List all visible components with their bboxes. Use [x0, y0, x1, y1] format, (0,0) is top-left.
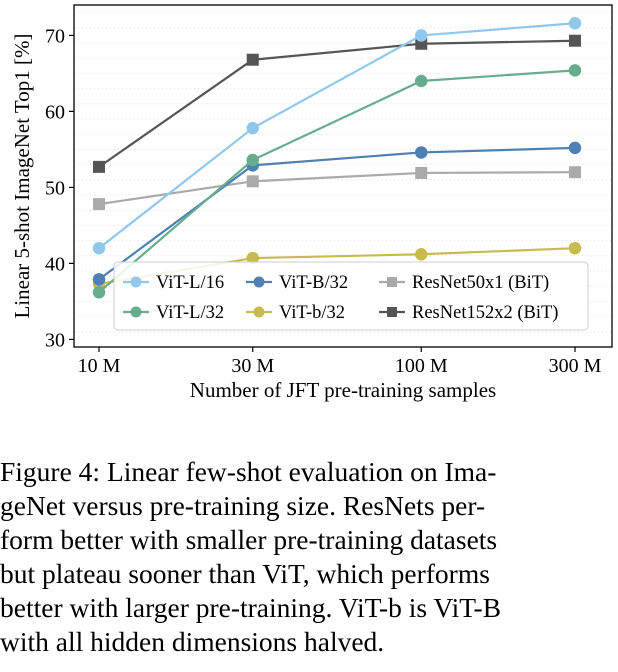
x-axis-label: Number of JFT pre-training samples	[190, 378, 496, 402]
series-layer	[92, 16, 582, 299]
plot-frame	[73, 4, 613, 348]
y-axis-label: Linear 5-shot ImageNet Top1 [%]	[10, 33, 34, 318]
data-point	[246, 251, 260, 265]
caption-line: Figure 4: Linear few-shot evaluation on …	[0, 456, 497, 487]
y-tick-label: 30	[45, 329, 65, 351]
series-line	[98, 39, 576, 168]
legend: ViT-L/16 ViT-L/32 ViT-B/32 ViT-b/32 ResNet50…	[113, 261, 589, 331]
legend-item: ViT-L/16	[123, 273, 224, 293]
data-point	[568, 64, 582, 77]
legend-square-marker	[387, 307, 397, 317]
y-tick-label: 70	[45, 25, 65, 47]
data-point	[92, 286, 106, 299]
legend-item: ResNet152x2 (BiT)	[379, 303, 558, 323]
data-point	[415, 166, 428, 179]
legend-item: ViT-B/32	[246, 273, 348, 293]
data-point	[92, 273, 106, 286]
legend-item: ViT-L/32	[123, 303, 224, 323]
data-point	[246, 175, 259, 188]
legend-circle-marker	[253, 306, 265, 318]
legend-circle-marker	[130, 276, 142, 288]
legend-label: ResNet50x1 (BiT)	[412, 273, 549, 293]
data-point	[93, 160, 105, 173]
series-line	[98, 22, 576, 250]
x-tick-label: 100 M	[395, 355, 448, 377]
data-point	[414, 146, 428, 159]
legend-item: ViT-b/32	[246, 303, 345, 323]
caption-line: better with larger pre-training. ViT-b i…	[0, 592, 502, 623]
y-tick-label: 40	[45, 253, 65, 275]
legend-item: ResNet50x1 (BiT)	[379, 273, 549, 293]
y-tick-label: 60	[45, 101, 65, 123]
series-resnet50x1-bit	[93, 166, 581, 211]
data-point	[414, 74, 428, 88]
legend-circle-marker	[130, 306, 142, 318]
data-point	[92, 241, 106, 255]
data-point	[246, 121, 260, 135]
series-line	[98, 146, 576, 281]
series-vit-l-32	[92, 64, 582, 299]
caption-line: with all hidden dimensions halved.	[0, 626, 385, 657]
legend-label: ViT-L/16	[156, 273, 224, 293]
data-point	[93, 198, 105, 211]
x-axis: 10 M 30 M 100 M 300 M	[78, 347, 602, 377]
caption-line: geNet versus pre-training size. ResNets …	[0, 490, 486, 521]
figure-caption: Figure 4: Linear few-shot evaluation on …	[0, 455, 612, 659]
data-point	[414, 29, 428, 42]
data-point	[568, 141, 582, 155]
x-tick-label: 10 M	[78, 355, 121, 377]
y-tick-label: 50	[45, 177, 65, 199]
data-point	[569, 166, 581, 179]
legend-label: ResNet152x2 (BiT)	[412, 303, 558, 323]
legend-label: ViT-L/32	[156, 303, 224, 323]
data-point	[569, 34, 581, 47]
data-point	[568, 16, 582, 30]
caption-line: form better with smaller pre-training da…	[0, 524, 498, 555]
legend-square-marker	[387, 277, 397, 287]
data-point	[414, 248, 428, 261]
x-tick-label: 300 M	[549, 355, 602, 377]
data-point	[246, 153, 260, 167]
series-line	[98, 69, 576, 294]
caption-line: but plateau sooner than ViT, which perfo…	[0, 558, 490, 589]
legend-circle-marker	[253, 276, 265, 288]
legend-box	[113, 261, 589, 331]
legend-label: ViT-B/32	[279, 273, 348, 293]
y-axis: 30 40 50 60 70	[45, 25, 74, 351]
series-line	[98, 171, 576, 206]
data-point	[568, 241, 582, 255]
x-tick-label: 30 M	[231, 355, 274, 377]
series-vit-l-16	[92, 16, 582, 255]
legend-label: ViT-b/32	[279, 303, 345, 323]
data-point	[246, 53, 259, 66]
